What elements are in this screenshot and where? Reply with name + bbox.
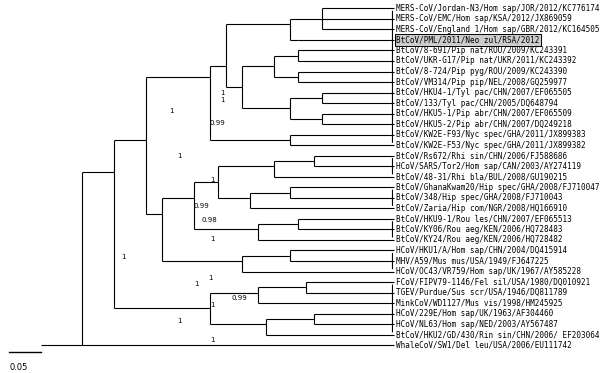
Text: 1: 1 bbox=[220, 97, 224, 103]
Text: 1: 1 bbox=[178, 153, 182, 159]
Text: 1: 1 bbox=[210, 177, 214, 183]
Text: MERS-CoV/Jordan-N3/Hom sap/JOR/2012/KC776174: MERS-CoV/Jordan-N3/Hom sap/JOR/2012/KC77… bbox=[396, 4, 599, 13]
Text: 1: 1 bbox=[178, 318, 182, 324]
Text: 1: 1 bbox=[194, 282, 198, 288]
Text: 1: 1 bbox=[220, 90, 224, 97]
Text: 0.99: 0.99 bbox=[194, 203, 209, 209]
Text: BtCoV/HKU9-1/Rou les/CHN/2007/EF065513: BtCoV/HKU9-1/Rou les/CHN/2007/EF065513 bbox=[396, 214, 572, 223]
Text: 1: 1 bbox=[210, 337, 214, 343]
Text: BtCoV/8-691/Pip nat/ROU/2009/KC243391: BtCoV/8-691/Pip nat/ROU/2009/KC243391 bbox=[396, 46, 567, 55]
Text: HCoV/OC43/VR759/Hom sap/UK/1967/AY585228: HCoV/OC43/VR759/Hom sap/UK/1967/AY585228 bbox=[396, 267, 581, 276]
Text: BtCoV/KW2E-F53/Nyc spec/GHA/2011/JX899382: BtCoV/KW2E-F53/Nyc spec/GHA/2011/JX89938… bbox=[396, 141, 586, 150]
Text: BtCoV/HKU2/GD/430/Rin sin/CHN/2006/ EF203064: BtCoV/HKU2/GD/430/Rin sin/CHN/2006/ EF20… bbox=[396, 330, 599, 339]
Text: 0.05: 0.05 bbox=[10, 363, 28, 372]
Text: HCoV/NL63/Hom sap/NED/2003/AY567487: HCoV/NL63/Hom sap/NED/2003/AY567487 bbox=[396, 320, 558, 329]
Text: TGEV/Purdue/Sus scr/USA/1946/DQ811789: TGEV/Purdue/Sus scr/USA/1946/DQ811789 bbox=[396, 288, 567, 297]
Text: MERS-CoV/England 1/Hom sap/GBR/2012/KC164505: MERS-CoV/England 1/Hom sap/GBR/2012/KC16… bbox=[396, 25, 599, 34]
Text: HCoV/HKU1/A/Hom sap/CHN/2004/DQ415914: HCoV/HKU1/A/Hom sap/CHN/2004/DQ415914 bbox=[396, 246, 567, 255]
Text: MHV/A59/Mus mus/USA/1949/FJ647225: MHV/A59/Mus mus/USA/1949/FJ647225 bbox=[396, 257, 549, 266]
Text: BtCoV/HKU5-1/Pip abr/CHN/2007/EF065509: BtCoV/HKU5-1/Pip abr/CHN/2007/EF065509 bbox=[396, 109, 572, 118]
Text: 0.99: 0.99 bbox=[210, 120, 226, 126]
Text: MinkCoV/WD1127/Mus vis/1998/HM245925: MinkCoV/WD1127/Mus vis/1998/HM245925 bbox=[396, 299, 563, 308]
Text: BtCoV/348/Hip spec/GHA/2008/FJ710043: BtCoV/348/Hip spec/GHA/2008/FJ710043 bbox=[396, 193, 563, 202]
Text: BtCoV/HKU4-1/Tyl pac/CHN/2007/EF065505: BtCoV/HKU4-1/Tyl pac/CHN/2007/EF065505 bbox=[396, 88, 572, 97]
Text: 1: 1 bbox=[122, 254, 126, 260]
Text: BtCoV/133/Tyl pac/CHN/2005/DQ648794: BtCoV/133/Tyl pac/CHN/2005/DQ648794 bbox=[396, 98, 558, 107]
Text: BtCoV/HKU5-2/Pip abr/CHN/2007/DQ249218: BtCoV/HKU5-2/Pip abr/CHN/2007/DQ249218 bbox=[396, 120, 572, 129]
Text: BtCoV/KW2E-F93/Nyc spec/GHA/2011/JX899383: BtCoV/KW2E-F93/Nyc spec/GHA/2011/JX89938… bbox=[396, 130, 586, 139]
Text: BtCoV/Zaria/Hip com/NGR/2008/HQ166910: BtCoV/Zaria/Hip com/NGR/2008/HQ166910 bbox=[396, 204, 567, 213]
Text: BtCoV/48-31/Rhi bla/BUL/2008/GU190215: BtCoV/48-31/Rhi bla/BUL/2008/GU190215 bbox=[396, 172, 567, 181]
Text: HCoV/229E/Hom sap/UK/1963/AF304460: HCoV/229E/Hom sap/UK/1963/AF304460 bbox=[396, 309, 553, 318]
Text: 1: 1 bbox=[210, 236, 214, 242]
Text: 0.99: 0.99 bbox=[232, 295, 248, 301]
Text: BtCoV/VM314/Pip pip/NEL/2008/GQ259977: BtCoV/VM314/Pip pip/NEL/2008/GQ259977 bbox=[396, 78, 567, 87]
Text: 1: 1 bbox=[170, 108, 174, 114]
Text: BtCoV/UKR-G17/Pip nat/UKR/2011/KC243392: BtCoV/UKR-G17/Pip nat/UKR/2011/KC243392 bbox=[396, 56, 577, 66]
Text: BtCoV/8-724/Pip pyg/ROU/2009/KC243390: BtCoV/8-724/Pip pyg/ROU/2009/KC243390 bbox=[396, 67, 567, 76]
Text: BtCoV/GhanaKwam20/Hip spec/GHA/2008/FJ710047: BtCoV/GhanaKwam20/Hip spec/GHA/2008/FJ71… bbox=[396, 183, 599, 192]
Text: BtCoV/KY24/Rou aeg/KEN/2006/HQ728482: BtCoV/KY24/Rou aeg/KEN/2006/HQ728482 bbox=[396, 235, 563, 244]
Text: WhaleCoV/SW1/Del leu/USA/2006/EU111742: WhaleCoV/SW1/Del leu/USA/2006/EU111742 bbox=[396, 341, 572, 350]
Text: BtCoV/PML/2011/Neo zul/RSA/2012: BtCoV/PML/2011/Neo zul/RSA/2012 bbox=[396, 35, 539, 44]
Text: BtCoV/Rs672/Rhi sin/CHN/2006/FJ588686: BtCoV/Rs672/Rhi sin/CHN/2006/FJ588686 bbox=[396, 151, 567, 160]
Text: 1: 1 bbox=[210, 302, 214, 308]
Text: FCoV/FIPV79-1146/Fel sil/USA/1980/DQ010921: FCoV/FIPV79-1146/Fel sil/USA/1980/DQ0109… bbox=[396, 278, 590, 286]
Text: MERS-CoV/EMC/Hom sap/KSA/2012/JX869059: MERS-CoV/EMC/Hom sap/KSA/2012/JX869059 bbox=[396, 15, 572, 23]
Text: 0.98: 0.98 bbox=[202, 217, 217, 223]
Text: BtCoV/KY06/Rou aeg/KEN/2006/HQ728483: BtCoV/KY06/Rou aeg/KEN/2006/HQ728483 bbox=[396, 225, 563, 234]
Text: HCoV/SARS/Tor2/Hom sap/CAN/2003/AY274119: HCoV/SARS/Tor2/Hom sap/CAN/2003/AY274119 bbox=[396, 162, 581, 171]
Text: 1: 1 bbox=[208, 275, 212, 280]
